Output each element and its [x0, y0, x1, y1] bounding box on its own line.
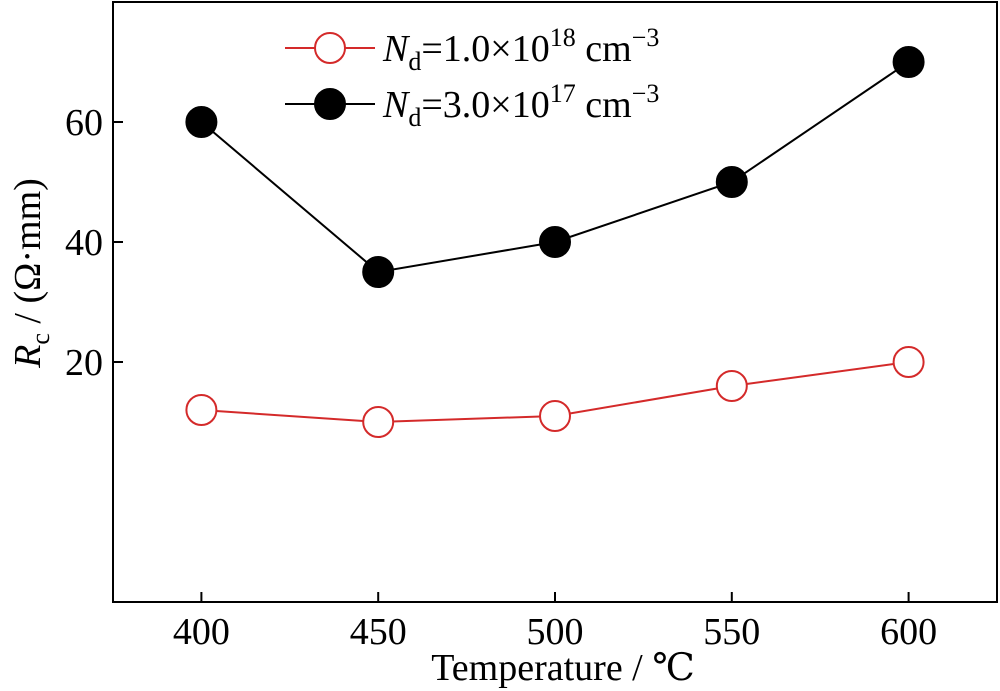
data-point-series-2	[185, 106, 218, 138]
y-tick-label: 20	[65, 342, 103, 384]
data-point-series-2	[715, 166, 748, 198]
x-tick-label: 500	[527, 611, 584, 653]
data-point-series-1	[362, 406, 395, 438]
data-point-series-2	[539, 226, 571, 258]
x-tick-label: 600	[880, 611, 937, 653]
legend-marker-series-2	[314, 88, 346, 120]
series-layer	[185, 46, 925, 438]
x-tick-label: 550	[703, 611, 760, 653]
axis-ticks: 400 450 500 550 600 20 40 60	[65, 102, 937, 653]
data-point-series-1	[185, 394, 218, 426]
data-point-series-2	[362, 256, 395, 288]
data-point-series-1	[892, 346, 925, 378]
x-tick-label: 450	[350, 611, 407, 653]
x-tick-label: 400	[173, 611, 230, 653]
y-axis-title: Rc / (Ω·mm)	[7, 178, 55, 369]
data-point-series-2	[892, 46, 925, 78]
y-tick-label: 40	[65, 222, 103, 264]
legend-marker-series-1	[314, 32, 346, 64]
legend: Nd=1.0×1018 cm−3 Nd=3.0×1017 cm−3	[285, 23, 659, 132]
legend-label-series-2: Nd=3.0×1017 cm−3	[382, 79, 659, 132]
data-point-series-1	[539, 400, 571, 432]
y-tick-label: 60	[65, 102, 103, 144]
x-axis-title: Temperature / ℃	[431, 647, 695, 689]
data-point-series-1	[715, 370, 748, 402]
legend-label-series-1: Nd=1.0×1018 cm−3	[382, 23, 659, 76]
